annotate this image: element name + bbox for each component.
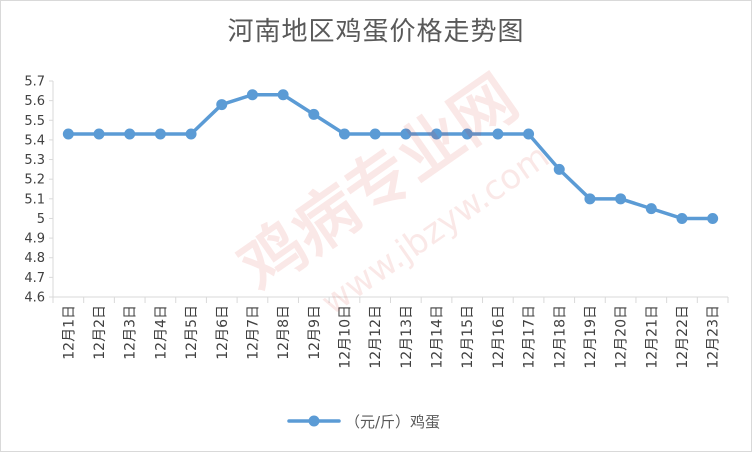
data-point (584, 193, 596, 205)
x-tick-label: 12月2日 (92, 305, 108, 360)
chart-title: 河南地区鸡蛋价格走势图 (227, 17, 525, 47)
x-tick-label: 12月12日 (368, 305, 384, 369)
y-tick-label: 4.6 (24, 291, 45, 306)
data-point (431, 128, 443, 140)
y-tick-label: 4.7 (24, 271, 45, 286)
x-tick-label: 12月3日 (123, 305, 139, 360)
legend: （元/斤）鸡蛋 (287, 413, 440, 431)
x-tick-label: 12月6日 (215, 305, 231, 360)
x-tick-label: 12月15日 (460, 305, 476, 369)
data-point (461, 128, 473, 140)
data-point (645, 203, 657, 215)
data-point (400, 128, 412, 140)
data-point (369, 128, 381, 140)
x-tick-label: 12月14日 (430, 305, 446, 369)
x-tick-label: 12月23日 (706, 305, 722, 369)
x-tick-label: 12月9日 (307, 305, 323, 360)
x-tick-label: 12月17日 (522, 305, 538, 369)
y-tick-label: 5.6 (24, 94, 45, 109)
x-tick-label: 12月19日 (583, 305, 599, 369)
y-tick-label: 5.3 (24, 153, 45, 168)
y-tick-label: 5 (37, 212, 45, 227)
data-point (707, 212, 719, 224)
x-tick-label: 12月4日 (153, 305, 169, 360)
data-point (338, 128, 350, 140)
data-point (523, 128, 535, 140)
data-point (492, 128, 504, 140)
y-tick-label: 5.7 (24, 75, 45, 90)
x-tick-label: 12月21日 (644, 305, 660, 369)
y-tick-label: 4.8 (24, 251, 45, 266)
data-point (615, 193, 627, 205)
series-line-egg (66, 92, 715, 221)
data-point (308, 108, 320, 120)
data-point (553, 163, 565, 175)
data-point (93, 128, 105, 140)
data-point (62, 128, 74, 140)
y-tick-label: 5.2 (24, 173, 45, 188)
data-point (676, 212, 688, 224)
y-tick-label: 5.1 (24, 192, 45, 207)
legend-label: （元/斤）鸡蛋 (345, 413, 440, 431)
x-tick-label: 12月7日 (245, 305, 261, 360)
x-tick-label: 12月20日 (614, 305, 630, 369)
x-tick-label: 12月18日 (552, 305, 568, 369)
data-point (246, 89, 258, 101)
data-point (124, 128, 136, 140)
x-tick-label: 12月13日 (399, 305, 415, 369)
data-point (185, 128, 197, 140)
x-tick-label: 12月1日 (61, 305, 77, 360)
axis-layer: 4.6 4.7 4.8 4.9 5 5.1 5.2 5.3 5.4 5.5 5.6 5.7 12月1日 1… (24, 75, 729, 369)
x-tick-label: 12月16日 (491, 305, 507, 369)
data-point (216, 99, 228, 111)
x-tick-label: 12月5日 (184, 305, 200, 360)
x-tick-label: 12月22日 (675, 305, 691, 369)
data-point (154, 128, 166, 140)
data-point (277, 89, 289, 101)
legend-marker (308, 415, 320, 427)
series-layer (62, 89, 719, 224)
x-tick-label: 12月8日 (276, 305, 292, 360)
y-tick-label: 5.4 (24, 133, 45, 148)
y-tick-label: 5.5 (24, 114, 45, 129)
x-tick-label: 12月10日 (337, 305, 353, 369)
y-tick-label: 4.9 (24, 232, 45, 247)
